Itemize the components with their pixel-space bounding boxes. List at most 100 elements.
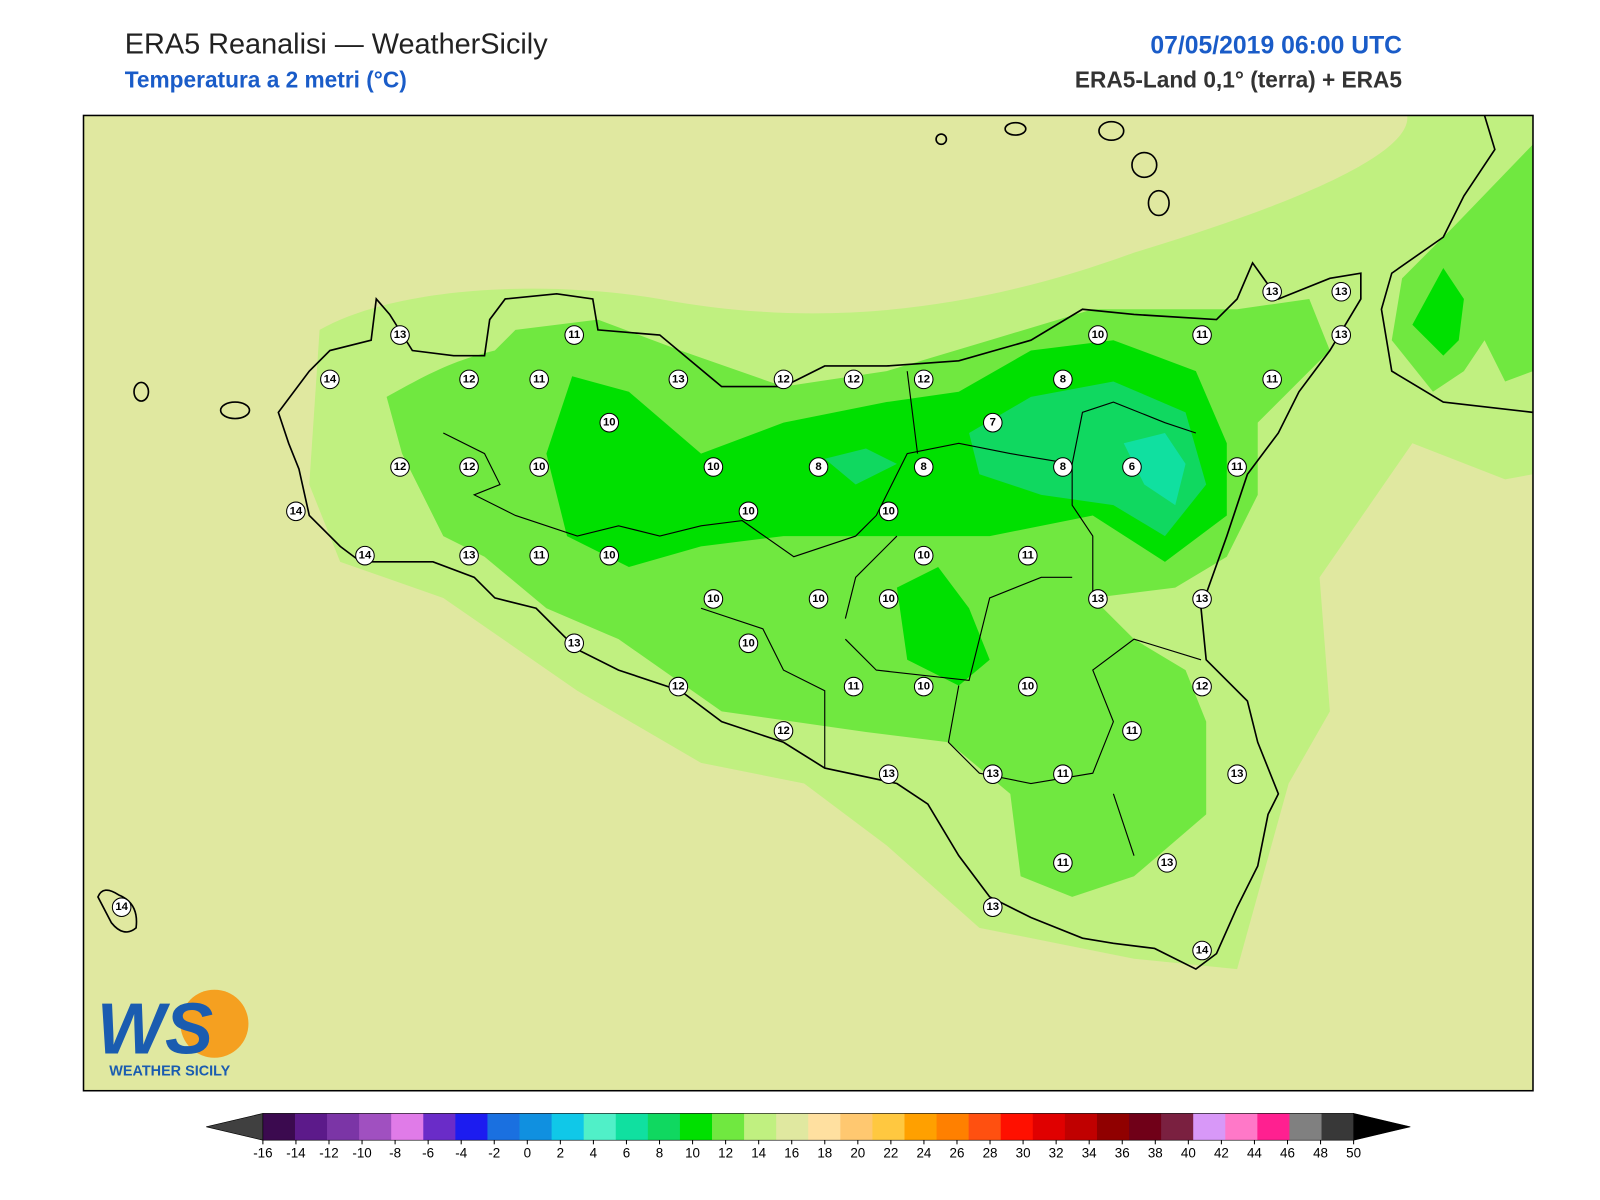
colorbar-tick-label: 18 [817,1146,832,1161]
station: 13 [1331,281,1352,302]
colorbar-tick-label: 2 [557,1146,564,1161]
station-marker [773,369,794,390]
station-value: 14 [1196,945,1209,957]
station-value: 10 [917,681,930,693]
colorbar-tick-label: 30 [1016,1146,1031,1161]
colorbar-tick-label: 14 [751,1146,766,1161]
station-marker [773,721,794,741]
colorbar-swatch [1032,1113,1066,1141]
station: 10 [1018,676,1038,697]
station-marker [913,457,934,477]
station: 13 [1262,281,1282,302]
station-marker [564,325,585,345]
logo-mark: WS [97,990,213,1070]
station-marker [808,457,829,477]
colorbar-swatch [327,1113,360,1141]
station-marker [1331,325,1352,345]
station-value: 10 [917,550,930,562]
station: 12 [668,676,689,697]
station-value: 11 [533,373,545,385]
station-value: 10 [707,593,720,605]
station: 13 [668,369,689,390]
station-marker [1192,325,1212,345]
station-value: 10 [1092,329,1105,341]
field-band [824,381,1207,537]
colorbar-tick-label: -14 [286,1146,306,1161]
station: 10 [878,589,899,609]
station-value: 13 [394,329,407,341]
station: 11 [529,545,549,566]
station-value: 12 [917,373,930,385]
station-marker [459,545,479,566]
station-marker [1018,676,1038,697]
title: ERA5 Reanalisi — WeatherSicily [125,29,548,61]
colorbar-tick-label: 40 [1181,1146,1196,1161]
station: 10 [913,676,934,697]
map-frame [82,114,1534,1092]
station: 10 [808,589,829,609]
station: 14 [320,369,340,390]
colorbar-swatch [808,1113,841,1141]
colorbar-tick-label: -12 [319,1146,338,1161]
island [97,889,138,933]
station: 13 [1157,853,1177,873]
station: 13 [459,545,479,566]
island [133,381,150,402]
station: 12 [773,369,794,390]
station: 12 [913,369,934,390]
island [219,401,251,420]
station-marker [1018,545,1038,566]
station-marker [564,633,585,654]
station: 10 [599,545,620,566]
station: 13 [564,633,585,654]
station-value: 13 [1266,286,1279,298]
station-marker [459,369,479,390]
station: 11 [1122,721,1142,741]
station-marker [913,676,934,697]
coastline [1380,115,1533,414]
station-marker [1192,940,1212,961]
station-value: 13 [1196,593,1209,605]
station-marker [1122,457,1142,477]
station: 13 [1192,589,1212,609]
colorbar-tick-label: 26 [950,1146,965,1161]
station-marker [878,501,899,522]
station-value: 12 [463,461,476,473]
colorbar-swatch [615,1113,649,1141]
colorbar-tick-label: 22 [883,1146,898,1161]
station-value: 11 [1022,550,1034,562]
colorbar-swatch [712,1113,745,1141]
datetime: 07/05/2019 06:00 UTC [1150,33,1402,60]
station-value: 11 [568,329,580,341]
station: 7 [982,412,1003,433]
colorbar-swatch [1064,1113,1098,1141]
station-marker [1053,853,1073,873]
station: 8 [913,457,934,477]
station-marker [878,764,899,785]
colorbar-swatch [1225,1113,1258,1141]
station: 11 [843,676,864,697]
station: 13 [982,897,1003,918]
colorbar-swatch [262,1113,296,1141]
colorbar-swatch [1096,1113,1130,1141]
station-marker [529,457,549,477]
station: 6 [1122,457,1142,477]
station-value: 11 [1231,461,1243,473]
colorbar-tick-label: 8 [656,1146,663,1161]
colorbar-swatch [583,1113,617,1141]
station: 13 [1088,589,1108,609]
station-marker [982,412,1003,433]
station: 14 [286,501,306,522]
station: 12 [843,369,864,390]
colorbar-under [206,1113,264,1141]
colorbar-tick-label: 44 [1247,1146,1262,1161]
colorbar-swatch [1289,1113,1322,1141]
colorbar-tick-label: 0 [524,1146,531,1161]
colorbar-tick-label: 42 [1214,1146,1229,1161]
station: 10 [703,457,724,477]
station: 11 [1262,369,1282,390]
station-value: 10 [1022,681,1035,693]
colorbar-swatch [1257,1113,1290,1141]
station: 11 [564,325,585,345]
station: 11 [1192,325,1212,345]
